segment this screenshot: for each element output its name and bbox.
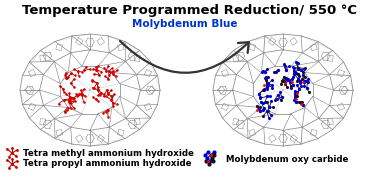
- Text: Molybdenum Blue: Molybdenum Blue: [132, 19, 238, 29]
- Text: Molybdenum oxy carbide: Molybdenum oxy carbide: [226, 155, 349, 164]
- FancyArrowPatch shape: [120, 41, 249, 73]
- Text: Tetra propyl ammonium hydroxide: Tetra propyl ammonium hydroxide: [23, 159, 192, 169]
- Text: Temperature Programmed Reduction/ 550 °C: Temperature Programmed Reduction/ 550 °C: [22, 4, 356, 17]
- Text: Tetra methyl ammonium hydroxide: Tetra methyl ammonium hydroxide: [23, 149, 194, 158]
